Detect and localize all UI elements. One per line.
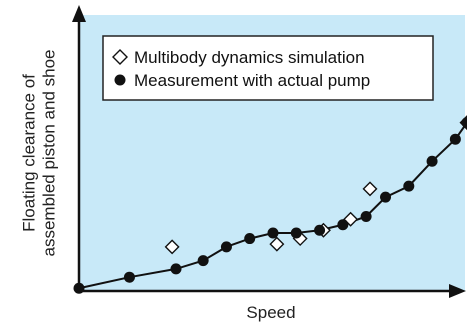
simulation-point bbox=[164, 239, 180, 255]
measurement-point bbox=[290, 227, 302, 239]
measurement-point bbox=[403, 180, 415, 192]
measurement-point bbox=[360, 210, 372, 222]
measurement-point bbox=[426, 155, 438, 167]
y-axis-label-line-1: Floating clearance of bbox=[19, 74, 38, 232]
x-axis-arrow bbox=[449, 284, 466, 298]
measurement-line bbox=[78, 122, 467, 290]
measurement-point bbox=[244, 233, 256, 245]
y-axis-label-line-2: assembled piston and shoe bbox=[39, 50, 58, 257]
y-axis-arrow bbox=[72, 5, 86, 22]
measurement-point bbox=[123, 271, 135, 283]
measurement-point bbox=[380, 191, 392, 203]
x-axis-label: Speed bbox=[246, 303, 295, 322]
measurement-point bbox=[220, 241, 232, 253]
legend-box bbox=[102, 35, 434, 101]
legend-label-measurement: Measurement with actual pump bbox=[134, 71, 370, 90]
measurement-point bbox=[197, 255, 209, 267]
measurement-point bbox=[461, 117, 467, 129]
simulation-point bbox=[269, 236, 285, 252]
measurement-point bbox=[267, 227, 279, 239]
legend-circle-icon bbox=[114, 74, 126, 86]
legend: Multibody dynamics simulation Measuremen… bbox=[102, 35, 434, 101]
simulation-point bbox=[362, 181, 378, 197]
y-axis-label: Floating clearance of assembled piston a… bbox=[19, 50, 58, 257]
measurement-point bbox=[170, 263, 182, 275]
measurement-point bbox=[314, 224, 326, 236]
measurement-point bbox=[337, 219, 349, 231]
legend-label-simulation: Multibody dynamics simulation bbox=[134, 48, 365, 67]
measurement-point bbox=[449, 133, 461, 145]
legend-diamond-icon bbox=[112, 49, 128, 65]
